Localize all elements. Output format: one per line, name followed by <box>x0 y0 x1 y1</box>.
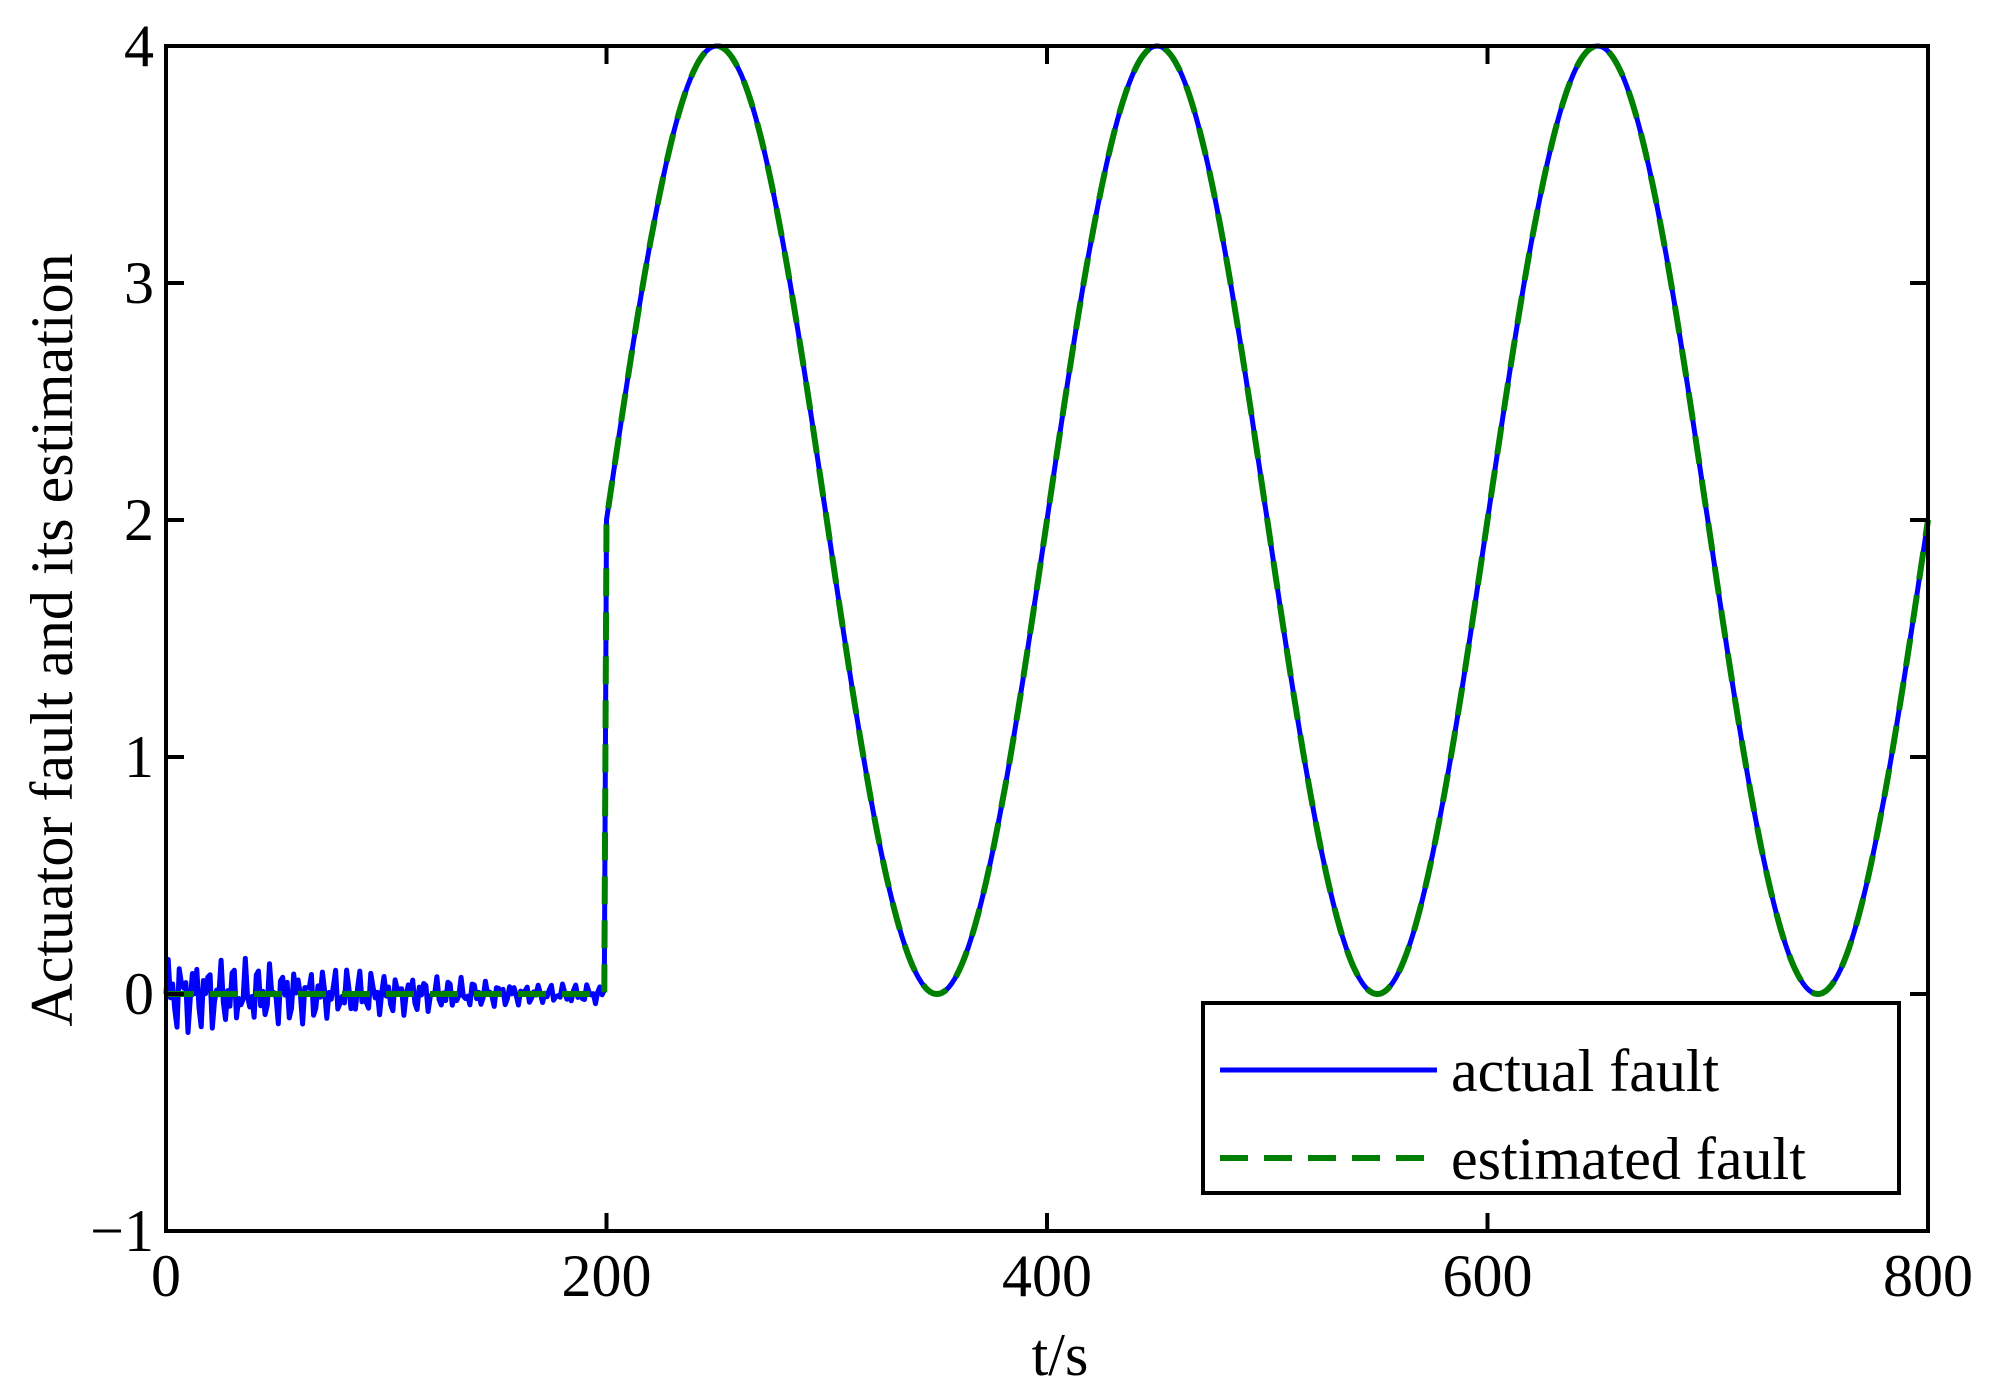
x-tick-label: 0 <box>151 1243 181 1309</box>
y-tick-label: 3 <box>124 250 154 316</box>
y-tick-label: 1 <box>124 724 154 790</box>
legend: actual fault estimated fault <box>1201 1001 1901 1195</box>
y-tick-label: 2 <box>124 487 154 553</box>
series-line-estimated-fault <box>165 43 1931 997</box>
legend-label-estimated-fault: estimated fault <box>1451 1126 1806 1192</box>
series-layer <box>163 43 1931 1035</box>
x-tick-label: 600 <box>1443 1243 1533 1309</box>
legend-box <box>1201 1001 1901 1195</box>
y-tick-label: 0 <box>124 961 154 1027</box>
legend-label-actual-fault: actual fault <box>1451 1038 1720 1104</box>
x-axis-label: t/s <box>1032 1322 1089 1388</box>
x-tick-label: 200 <box>562 1243 652 1309</box>
y-tick-label: 4 <box>124 13 154 79</box>
y-axis-label: Actuator fault and its estimation <box>19 253 85 1026</box>
y-tick-label: −1 <box>90 1198 154 1264</box>
x-tick-label: 800 <box>1883 1243 1973 1309</box>
x-tick-label: 400 <box>1002 1243 1092 1309</box>
